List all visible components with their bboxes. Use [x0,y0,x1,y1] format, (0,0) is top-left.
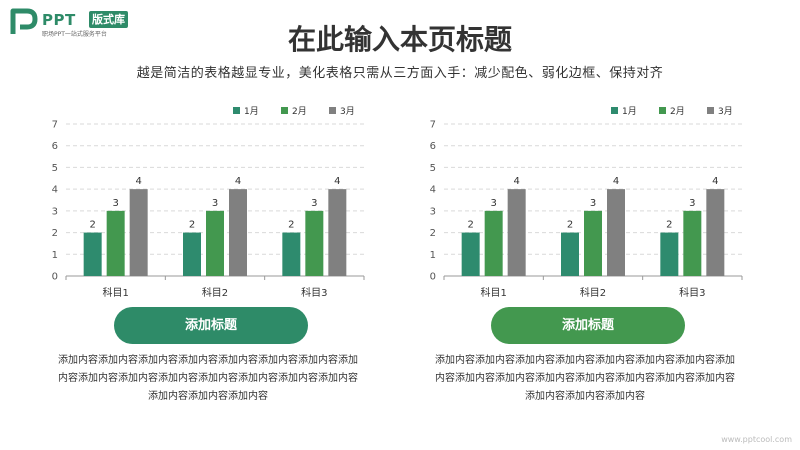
bar [328,189,347,276]
x-tick-label: 科目3 [679,286,705,299]
data-label: 2 [567,220,573,231]
data-label: 2 [288,220,294,231]
chart-right: 0 1 2 3 4 5 6 7 2 3 4 科目1 2 3 4 科目2 2 3 4 科目3 1月 2月 3月 [398,100,778,300]
brand-slogan: 职场PPT一站式服务平台 [42,31,107,38]
bar [183,232,201,276]
y-tick-label: 1 [430,250,436,261]
watermark: www.pptcool.com [721,435,792,444]
bar [282,232,301,276]
data-label: 3 [112,198,118,209]
y-tick-label: 4 [52,185,58,196]
data-label: 3 [212,198,218,209]
data-label: 3 [490,198,496,209]
bar [660,232,679,276]
data-label: 2 [89,220,95,231]
legend-label: 2月 [670,106,685,117]
data-label: 4 [513,176,519,187]
bar [607,189,625,276]
bar [706,189,725,276]
add-title-button-left[interactable]: 添加标题 [114,307,308,344]
brand-logo: PPT 版式库 职场PPT一站式服务平台 [10,8,160,38]
data-label: 4 [235,176,241,187]
legend-label: 1月 [622,106,637,117]
legend-swatch [281,107,288,114]
data-label: 3 [689,198,695,209]
content-text-right: 添加内容添加内容添加内容添加内容添加内容添加内容添加内容添加内容添加内容添加内容… [435,355,735,402]
legend-swatch [233,107,240,114]
bar [461,232,480,276]
legend-label: 3月 [718,106,733,117]
y-tick-label: 5 [430,163,436,174]
y-tick-label: 7 [430,120,436,131]
y-tick-label: 1 [52,250,58,261]
bar [561,232,579,276]
bar [229,189,247,276]
data-label: 4 [712,176,718,187]
data-label: 2 [666,220,672,231]
page-subtitle: 越是简洁的表格越显专业，美化表格只需从三方面入手：减少配色、弱化边框、保持对齐 [136,66,664,81]
data-label: 3 [311,198,317,209]
logo-icon [10,8,38,34]
bar [106,210,125,276]
add-title-button-right[interactable]: 添加标题 [491,307,685,344]
page-title: 在此输入本页标题 [287,23,512,56]
y-tick-label: 6 [52,141,58,152]
chart-left: 0 1 2 3 4 5 6 7 2 3 4 科目1 2 3 4 科目2 2 3 4 科目3 1月 2月 3月 [20,100,400,300]
y-tick-label: 3 [430,206,436,217]
brand-tag: 版式库 [89,11,128,28]
y-tick-label: 2 [430,228,436,239]
legend-swatch [611,107,618,114]
legend-label: 1月 [244,106,259,117]
content-text-left: 添加内容添加内容添加内容添加内容添加内容添加内容添加内容添加内容添加内容添加内容… [58,355,358,402]
data-label: 4 [613,176,619,187]
x-tick-label: 科目3 [301,286,327,299]
bar [507,189,526,276]
legend-label: 3月 [340,106,355,117]
bar [484,210,503,276]
y-tick-label: 5 [52,163,58,174]
bar [129,189,148,276]
bar-chart-right: 0 1 2 3 4 5 6 7 2 3 4 科目1 2 3 4 科目2 2 3 4 科目3 1月 2月 3月 [430,106,743,299]
y-tick-label: 0 [52,272,58,283]
bar [83,232,102,276]
data-label: 4 [334,176,340,187]
data-label: 2 [189,220,195,231]
legend-swatch [659,107,666,114]
bar [206,210,224,276]
y-tick-label: 6 [430,141,436,152]
bar [584,210,602,276]
legend-swatch [329,107,336,114]
x-tick-label: 科目2 [580,286,606,299]
y-tick-label: 3 [52,206,58,217]
x-tick-label: 科目2 [202,286,228,299]
bar-chart-left: 0 1 2 3 4 5 6 7 2 3 4 科目1 2 3 4 科目2 2 3 4 科目3 1月 2月 3月 [52,106,365,299]
data-label: 4 [135,176,141,187]
y-tick-label: 0 [430,272,436,283]
brand-name: PPT [42,11,76,29]
x-tick-label: 科目1 [480,286,506,299]
x-tick-label: 科目1 [102,286,128,299]
legend-swatch [707,107,714,114]
y-tick-label: 4 [430,185,436,196]
y-tick-label: 2 [52,228,58,239]
data-label: 2 [467,220,473,231]
legend-label: 2月 [292,106,307,117]
data-label: 3 [590,198,596,209]
bar [305,210,324,276]
y-tick-label: 7 [52,120,58,131]
bar [683,210,702,276]
